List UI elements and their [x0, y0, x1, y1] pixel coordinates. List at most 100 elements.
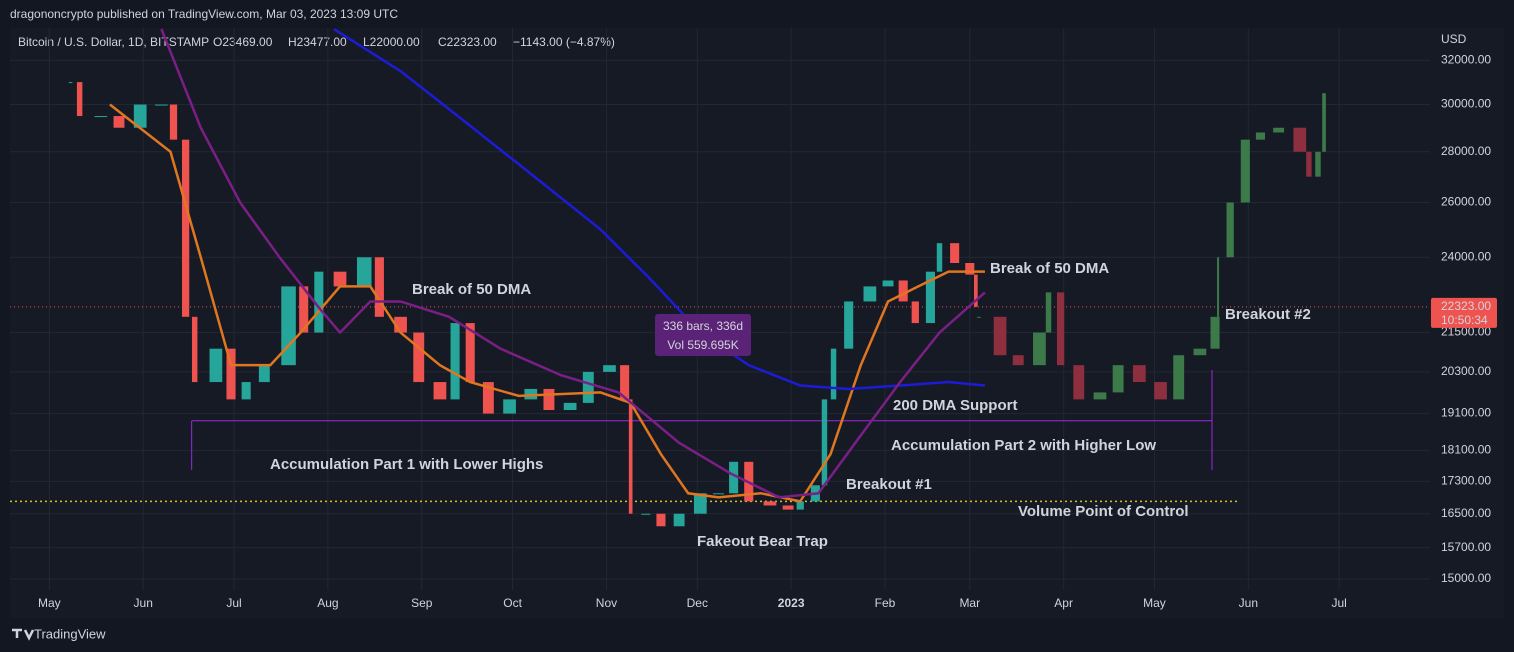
x-tick-label: Jul [1331, 596, 1346, 610]
candle [1293, 127, 1307, 152]
y-tick-label: 20300.00 [1441, 364, 1491, 378]
annotation: Break of 50 DMA [990, 260, 1109, 277]
x-tick-label: Jul [226, 596, 241, 610]
candle [209, 348, 223, 383]
y-tick-label: 15700.00 [1441, 540, 1491, 554]
plot: 32000.00 30000.00 28000.00 26000.00 24000.00… [10, 27, 1497, 610]
moving-average [160, 28, 986, 499]
x-tick-label: Feb [875, 596, 896, 610]
candle [503, 399, 516, 414]
candle [68, 82, 73, 84]
candle [333, 271, 347, 287]
x-tick-label: Jun [1239, 596, 1258, 610]
candle [563, 402, 577, 411]
candle [241, 382, 251, 400]
candle [169, 104, 178, 140]
candle [374, 257, 384, 317]
candle [641, 513, 651, 515]
candle [936, 243, 943, 272]
candle [314, 271, 324, 333]
annotation: Accumulation Part 2 with Higher Low [891, 437, 1156, 454]
moving-average [109, 103, 985, 503]
candle [977, 316, 981, 318]
annotation: Break of 50 DMA [412, 281, 531, 298]
candle [821, 399, 828, 486]
y-tick-label: 28000.00 [1441, 144, 1491, 158]
candle [356, 257, 372, 287]
candle [433, 382, 447, 400]
candle [543, 388, 555, 411]
y-tick-label: 16500.00 [1441, 506, 1491, 520]
candle [1112, 365, 1124, 393]
candle [898, 280, 908, 302]
candle [113, 116, 125, 128]
candle [1073, 365, 1085, 400]
candle [1056, 292, 1065, 366]
candle [628, 399, 633, 514]
countdown: 10:50:34 [1441, 313, 1488, 327]
y-tick-label: 18100.00 [1441, 443, 1491, 457]
candle [830, 348, 837, 400]
candle [1322, 93, 1326, 152]
symbol: Bitcoin / U.S. Dollar, 1D, BITSTAMP [18, 35, 209, 49]
candle [911, 301, 919, 324]
x-tick-label: May [1143, 596, 1166, 610]
ohlc-value: L22000.00 [363, 35, 420, 49]
candle [226, 348, 236, 400]
ohlc-value: −1143.00 (−4.87%) [513, 35, 615, 49]
candle [1093, 392, 1107, 400]
candle [191, 316, 198, 383]
candle [582, 371, 594, 403]
ohlc-value: C22323.00 [438, 35, 497, 49]
last-price-label: 22323.00 [1441, 299, 1491, 313]
candle [413, 332, 425, 383]
annotation: Breakout #1 [846, 476, 932, 493]
candle [1033, 332, 1046, 366]
x-tick-label: Nov [596, 596, 617, 610]
time-axis-pane [10, 590, 1504, 618]
annotation: 200 DMA Support [893, 397, 1017, 414]
logo [12, 628, 35, 641]
candle [974, 274, 978, 307]
candle [796, 501, 804, 510]
last-price-box [1431, 297, 1497, 328]
candle [763, 501, 777, 506]
candle [1132, 365, 1146, 383]
candle [925, 271, 935, 324]
candle [465, 323, 475, 383]
measure-volume: Vol 559.695K [667, 338, 738, 352]
currency: USD [1441, 32, 1467, 46]
candle [1306, 151, 1312, 177]
candle [1273, 127, 1285, 133]
x-tick-label: 2023 [778, 596, 805, 610]
candle [94, 116, 108, 118]
candle [281, 286, 296, 366]
x-tick-label: Jun [134, 596, 153, 610]
y-tick-label: 26000.00 [1441, 195, 1491, 209]
ohlc-value: H23477.00 [288, 35, 347, 49]
candle [1193, 348, 1207, 356]
brand: TradingView [34, 626, 106, 641]
x-tick-label: May [38, 596, 61, 610]
candle [656, 513, 666, 527]
candle [450, 323, 460, 400]
candle [1173, 355, 1185, 400]
y-tick-label: 17300.00 [1441, 473, 1491, 487]
candle [1012, 355, 1024, 366]
candle [133, 104, 147, 128]
y-tick-label: 19100.00 [1441, 406, 1491, 420]
x-tick-label: Oct [503, 596, 522, 610]
candle [1255, 132, 1265, 140]
x-tick-label: Apr [1054, 596, 1073, 610]
candle [882, 280, 894, 287]
candle [1154, 382, 1167, 400]
candle [258, 365, 270, 383]
x-tick-label: Sep [411, 596, 433, 610]
measure-bars: 336 bars, 336d [663, 319, 743, 333]
candle [1226, 202, 1234, 258]
candle [1217, 257, 1220, 317]
y-tick-label: 32000.00 [1441, 53, 1491, 67]
y-tick-label: 21500.00 [1441, 325, 1491, 339]
candle [76, 82, 83, 117]
